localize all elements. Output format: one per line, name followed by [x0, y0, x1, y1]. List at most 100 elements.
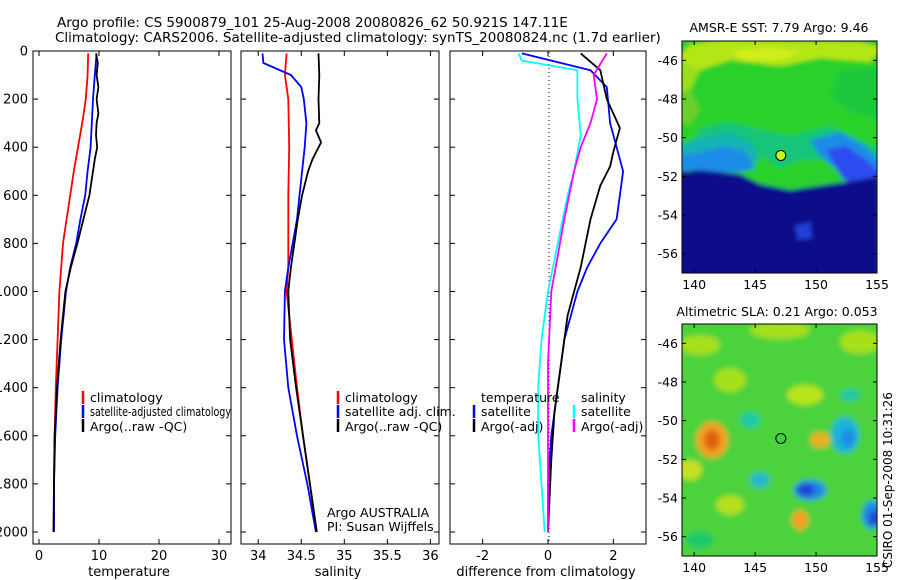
temperature-ytick-label: 1600 — [0, 429, 28, 444]
sla-map-ytick-label: -50 — [658, 413, 678, 428]
sla-map-x-axis: 140 145 150 155 — [682, 324, 889, 575]
difference-series-0 — [521, 52, 624, 532]
salinity-xtick-label: 34 — [250, 549, 267, 564]
salinity-annotation-program: Argo AUSTRALIA — [327, 505, 430, 520]
difference-x-axis: -2 0 2 — [476, 51, 617, 564]
salinity-y-axis — [241, 50, 439, 533]
temperature-ytick-label: 600 — [3, 189, 28, 204]
temperature-x-axis: 0 10 20 30 — [35, 51, 227, 564]
temperature-series-0 — [53, 53, 90, 532]
temperature-ytick-label: 1200 — [0, 333, 28, 348]
difference-xtick-label: 0 — [544, 549, 552, 564]
salinity-xtick-label: 35.5 — [373, 549, 402, 564]
sst-map-xtick-label: 145 — [743, 277, 767, 292]
temperature-legend-climatology: climatology — [90, 390, 163, 405]
difference-series — [517, 52, 624, 533]
temperature-legend: climatology satellite-adjusted climatolo… — [81, 390, 231, 434]
salinity-annotation-pi: PI: Susan Wijffels — [327, 519, 434, 534]
sla-map-xtick-label: 140 — [682, 560, 706, 575]
temperature-legend-argo: Argo(..raw -QC) — [90, 419, 187, 434]
sst-map-xtick-label: 150 — [804, 277, 828, 292]
salinity-series-0 — [283, 53, 318, 533]
temperature-xtick-label: 30 — [211, 549, 228, 564]
temperature-xtick-label: 10 — [91, 549, 108, 564]
sst-map-x-axis: 140 145 150 155 — [682, 41, 889, 292]
difference-profile-plot: -2 0 2 difference from climatology tempera… — [449, 50, 647, 580]
sst-map-title: AMSR-E SST: 7.79 Argo: 9.46 — [689, 20, 868, 35]
salinity-axes-frame — [240, 50, 440, 545]
temperature-profile-plot: 0 200 400 600 800 1000 1200 1400 1600 1800 2000 0 1… — [0, 45, 232, 580]
sla-map-title: Altimetric SLA: 0.21 Argo: 0.053 — [676, 304, 877, 319]
difference-series-1 — [547, 52, 621, 533]
temperature-y-axis: 0 200 400 600 800 1000 1200 1400 1600 1800 2000 — [0, 45, 231, 540]
temperature-legend-satellite: satellite-adjusted climatology — [90, 404, 231, 419]
sst-map-ytick-label: -54 — [658, 208, 678, 223]
sst-map-xtick-label: 140 — [682, 277, 706, 292]
sst-map-ytick-label: -48 — [658, 92, 678, 107]
salinity-x-axis: 34 34.5 35 35.5 36 — [250, 51, 439, 564]
sst-map-ytick-label: -52 — [658, 169, 678, 184]
sla-map-xtick-label: 155 — [865, 560, 889, 575]
sst-map-frame — [681, 40, 878, 274]
difference-legend-sal-argo: Argo(-adj) — [581, 419, 643, 434]
sst-map-y-axis: -46 -48 -50 -52 -54 -56 — [658, 53, 877, 261]
sla-map-marker-group — [775, 432, 787, 444]
sla-map-ytick-label: -46 — [658, 336, 678, 351]
salinity-series — [261, 53, 323, 533]
salinity-xtick-label: 35 — [336, 549, 353, 564]
temperature-ytick-label: 400 — [3, 141, 28, 156]
temperature-xtick-label: 20 — [151, 549, 168, 564]
sst-map-xtick-label: 155 — [865, 277, 889, 292]
difference-y-axis — [450, 50, 646, 533]
temperature-series — [52, 53, 100, 533]
temperature-series-2 — [52, 53, 100, 533]
difference-legend-heading-temperature: temperature — [481, 390, 560, 405]
sla-map-ytick-label: -48 — [658, 375, 678, 390]
temperature-ytick-label: 1400 — [0, 381, 28, 396]
salinity-legend-climatology: climatology — [345, 390, 418, 405]
salinity-legend-satellite: satellite adj. clim. — [345, 404, 456, 419]
sla-map-y-axis: -46 -48 -50 -52 -54 -56 — [658, 336, 877, 544]
salinity-legend: climatology satellite adj. clim. Argo(..… — [336, 390, 456, 434]
sst-map-marker-group — [775, 149, 787, 161]
difference-legend-sal-satellite: satellite — [581, 404, 631, 419]
sst-map-ytick-label: -56 — [658, 246, 678, 261]
sla-map: Altimetric SLA: 0.21 Argo: 0.053 — [658, 304, 889, 575]
sla-map-argo-position-marker — [775, 432, 787, 444]
temperature-ytick-label: 0 — [20, 45, 28, 60]
sla-map-ytick-label: -56 — [658, 529, 678, 544]
sla-map-xtick-label: 150 — [804, 560, 828, 575]
difference-legend-heading-salinity: salinity — [581, 390, 626, 405]
difference-series-3 — [547, 52, 608, 532]
figure-title-line2: Climatology: CARS2006. Satellite-adjuste… — [55, 30, 661, 46]
sst-map: AMSR-E SST: 7.79 Argo: 9.46 -46 -48 -50 -52… — [658, 20, 889, 292]
sla-map-ytick-label: -52 — [658, 452, 678, 467]
salinity-xtick-label: 34.5 — [287, 549, 316, 564]
salinity-profile-plot: 34 34.5 35 35.5 36 salinity climatology sate… — [240, 50, 456, 580]
difference-legend-temp-satellite: satellite — [481, 404, 531, 419]
temperature-ytick-label: 2000 — [0, 525, 28, 540]
sla-map-frame — [681, 323, 878, 557]
difference-series-2 — [517, 53, 582, 533]
difference-x-label: difference from climatology — [456, 565, 636, 580]
temperature-ytick-label: 200 — [3, 93, 28, 108]
temperature-series-1 — [53, 53, 98, 532]
salinity-legend-argo: Argo(..raw -QC) — [345, 419, 442, 434]
sla-map-xtick-label: 145 — [743, 560, 767, 575]
salinity-x-label: salinity — [315, 565, 362, 580]
difference-legend: temperature satellite Argo(-adj) salinit… — [472, 390, 643, 434]
salinity-xtick-label: 36 — [422, 549, 439, 564]
difference-legend-temp-argo: Argo(-adj) — [481, 419, 543, 434]
figure-title-line1: Argo profile: CS 5900879_101 25-Aug-2008… — [57, 15, 568, 31]
timestamp-side-label: CSIRO 01-Sep-2008 10:31:26 — [881, 392, 895, 568]
sla-map-ytick-label: -54 — [658, 491, 678, 506]
temperature-ytick-label: 800 — [3, 237, 28, 252]
temperature-xtick-label: 0 — [35, 549, 43, 564]
sst-map-ytick-label: -50 — [658, 130, 678, 145]
temperature-axes-frame — [32, 50, 232, 545]
sst-map-argo-position-marker — [775, 149, 787, 161]
sst-map-ytick-label: -46 — [658, 53, 678, 68]
salinity-series-2 — [287, 53, 323, 533]
difference-xtick-label: 2 — [609, 549, 617, 564]
